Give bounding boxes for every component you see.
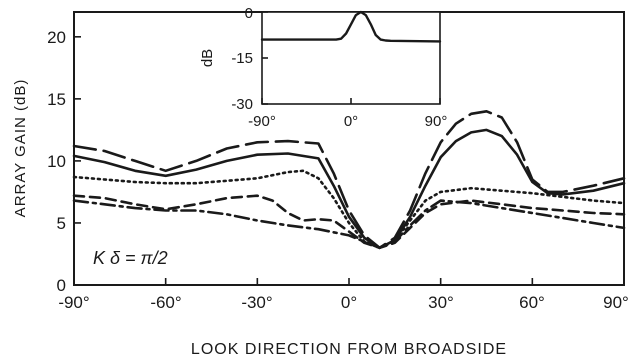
- inset-y-axis-label: dB: [199, 49, 216, 67]
- x-tick-label: -60°: [150, 293, 181, 312]
- y-axis-label: ARRAY GAIN (dB): [12, 79, 29, 218]
- x-tick-label: -30°: [241, 293, 272, 312]
- x-tick-label: 60°: [519, 293, 545, 312]
- y-tick-label: 5: [57, 214, 66, 233]
- inset-series-solid: [260, 10, 442, 43]
- x-tick-label: 30°: [428, 293, 454, 312]
- main-series-group: [72, 110, 626, 250]
- inset-axis-ticks: [261, 11, 441, 105]
- main-series-dash-dot: [72, 199, 626, 250]
- inset-x-tick-label: 90°: [425, 113, 448, 130]
- main-series-long-dash: [72, 110, 626, 250]
- x-tick-label: 0°: [341, 293, 357, 312]
- main-series-short-dash: [72, 194, 626, 250]
- y-tick-label: 15: [47, 90, 66, 109]
- inset-x-tick-label: -90°: [248, 113, 276, 130]
- main-series-dotted: [72, 169, 626, 250]
- inset-series-group: [260, 10, 442, 43]
- x-tick-label: -90°: [58, 293, 89, 312]
- inset-background: [262, 12, 440, 104]
- main-series-solid: [72, 128, 626, 250]
- main-axis-ticks: [73, 36, 625, 286]
- x-tick-label: 90°: [603, 293, 629, 312]
- inset-y-tick-label: -30: [231, 96, 253, 113]
- y-tick-label: 0: [57, 276, 66, 295]
- y-tick-label: 20: [47, 28, 66, 47]
- y-tick-label: 10: [47, 152, 66, 171]
- inset-y-tick-label: 0: [245, 5, 253, 22]
- inset-y-tick-label: -15: [231, 50, 253, 67]
- k-delta-annotation: K δ = π/2: [93, 248, 168, 268]
- x-axis-label: LOOK DIRECTION FROM BROADSIDE: [191, 341, 507, 358]
- inset-x-tick-label: 0°: [344, 113, 358, 130]
